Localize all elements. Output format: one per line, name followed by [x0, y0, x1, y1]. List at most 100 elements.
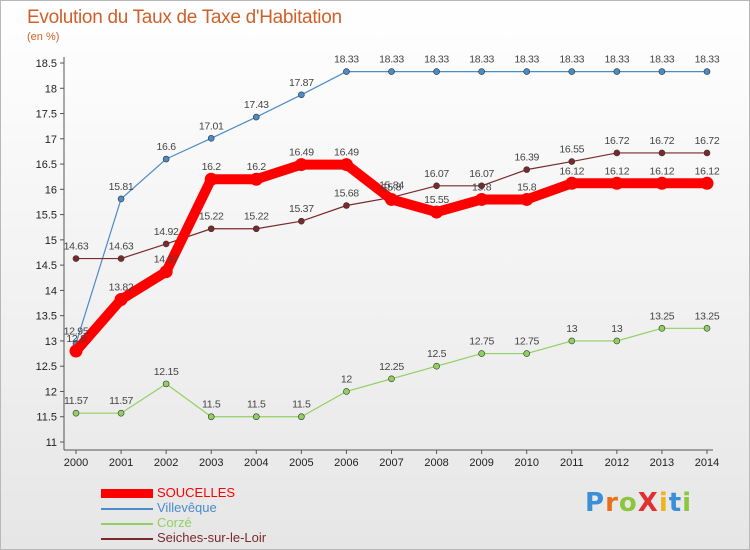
data-point-corze [117, 409, 125, 417]
data-label-soucelles: 15.8 [382, 181, 402, 193]
data-point-soucelles [385, 192, 398, 206]
chart-title: Evolution du Taux de Taxe d'Habitation [27, 7, 342, 28]
data-label-corze: 13 [611, 323, 623, 335]
data-label-soucelles: 14.37 [154, 254, 179, 266]
y-tick-label: 18 [45, 83, 57, 95]
data-label-corze: 12.75 [469, 336, 494, 348]
y-tick-label: 16 [45, 184, 57, 196]
data-label-corze: 12.5 [427, 348, 447, 360]
data-label-seiches-sur-le-loir: 14.92 [154, 226, 179, 238]
data-point-soucelles [520, 192, 534, 206]
data-point-corze [343, 388, 350, 395]
data-label-seiches-sur-le-loir: 16.39 [514, 152, 539, 164]
data-point-corze [703, 324, 711, 332]
x-tick-label: 2008 [424, 457, 448, 469]
data-point-seiches-sur-le-loir [72, 255, 80, 262]
data-label-seiches-sur-le-loir: 16.72 [695, 135, 720, 147]
data-label-soucelles: 16.2 [247, 161, 267, 173]
x-tick-label: 2004 [244, 457, 268, 469]
x-tick-label: 2009 [469, 457, 493, 469]
data-point-villeveque [523, 68, 531, 75]
data-point-corze [478, 350, 485, 357]
data-point-soucelles [610, 176, 624, 190]
data-point-seiches-sur-le-loir [523, 166, 531, 173]
y-tick-label: 14.5 [36, 260, 57, 272]
data-label-villeveque: 18.33 [334, 54, 359, 66]
x-tick-label: 2000 [64, 457, 88, 469]
data-label-soucelles: 16.12 [604, 165, 629, 177]
brand-letter: r [605, 488, 619, 518]
data-label-soucelles: 16.12 [695, 165, 720, 177]
data-point-soucelles [565, 176, 579, 190]
x-tick-label: 2007 [379, 457, 403, 469]
data-point-seiches-sur-le-loir [298, 217, 305, 225]
brand-letter: i [658, 488, 669, 518]
data-label-soucelles: 15.8 [517, 181, 537, 193]
data-label-corze: 12 [341, 373, 353, 385]
data-label-corze: 13 [566, 323, 578, 335]
data-point-seiches-sur-le-loir [478, 182, 485, 190]
data-label-corze: 11.5 [292, 399, 311, 411]
data-label-seiches-sur-le-loir: 15.22 [244, 211, 269, 223]
data-point-seiches-sur-le-loir [162, 240, 170, 248]
data-point-corze [613, 337, 621, 345]
brand-letter: P [585, 488, 606, 518]
data-label-corze: 12.75 [514, 336, 539, 348]
data-point-corze [207, 413, 215, 421]
data-label-villeveque: 18.33 [469, 54, 494, 66]
data-point-villeveque [703, 68, 711, 75]
data-point-soucelles [655, 176, 669, 190]
data-label-villeveque: 12.95 [64, 325, 89, 337]
y-tick-label: 15.5 [36, 210, 57, 222]
data-point-corze [252, 413, 260, 421]
x-tick-label: 2010 [514, 457, 538, 469]
data-label-soucelles: 16.12 [559, 165, 584, 177]
brand-logo: ProXiti [585, 488, 692, 518]
data-label-villeveque: 18.33 [559, 54, 584, 66]
x-tick-label: 2006 [334, 457, 358, 469]
legend-swatch [101, 523, 153, 525]
data-label-seiches-sur-le-loir: 15.37 [289, 203, 314, 215]
y-tick-label: 16.5 [36, 159, 57, 171]
data-label-soucelles: 16.12 [650, 165, 675, 177]
data-point-villeveque [117, 195, 125, 203]
x-tick-label: 2014 [695, 457, 719, 469]
data-label-villeveque: 16.6 [157, 141, 177, 153]
legend-swatch [101, 489, 153, 498]
data-label-soucelles: 15.8 [472, 181, 492, 193]
data-label-corze: 11.5 [202, 399, 221, 411]
data-label-villeveque: 17.01 [199, 120, 224, 132]
x-tick-label: 2012 [605, 457, 629, 469]
data-label-villeveque: 18.33 [514, 54, 539, 66]
x-tick-label: 2005 [289, 457, 313, 469]
y-unit-label: (en %) [27, 31, 60, 43]
legend-swatch [101, 508, 153, 510]
x-tick-label: 2003 [199, 457, 223, 469]
legend-label: Corzé [157, 515, 192, 530]
data-point-villeveque [298, 91, 305, 99]
data-label-corze: 11.57 [64, 395, 88, 407]
data-point-soucelles [294, 158, 308, 172]
data-label-corze: 11.57 [109, 395, 133, 407]
data-label-soucelles: 12.8 [66, 333, 86, 345]
data-point-seiches-sur-le-loir [117, 255, 125, 262]
data-label-seiches-sur-le-loir: 16.72 [650, 135, 675, 147]
y-tick-label: 11 [46, 437, 57, 449]
data-point-corze [388, 375, 395, 383]
legend-label: Villevêque [157, 500, 217, 515]
data-point-corze [568, 337, 576, 345]
data-point-soucelles [114, 292, 128, 306]
data-label-villeveque: 17.87 [289, 77, 314, 89]
data-point-villeveque [433, 68, 440, 75]
data-label-villeveque: 18.33 [379, 54, 404, 66]
data-label-corze: 12.25 [379, 361, 404, 373]
data-point-corze [162, 380, 170, 388]
x-tick-label: 2011 [560, 457, 584, 469]
data-point-corze [72, 409, 80, 417]
data-point-villeveque [478, 68, 485, 75]
data-point-villeveque [207, 134, 215, 142]
data-label-villeveque: 18.33 [604, 54, 629, 66]
y-tick-label: 14 [45, 285, 57, 297]
data-label-seiches-sur-le-loir: 16.72 [604, 135, 629, 147]
